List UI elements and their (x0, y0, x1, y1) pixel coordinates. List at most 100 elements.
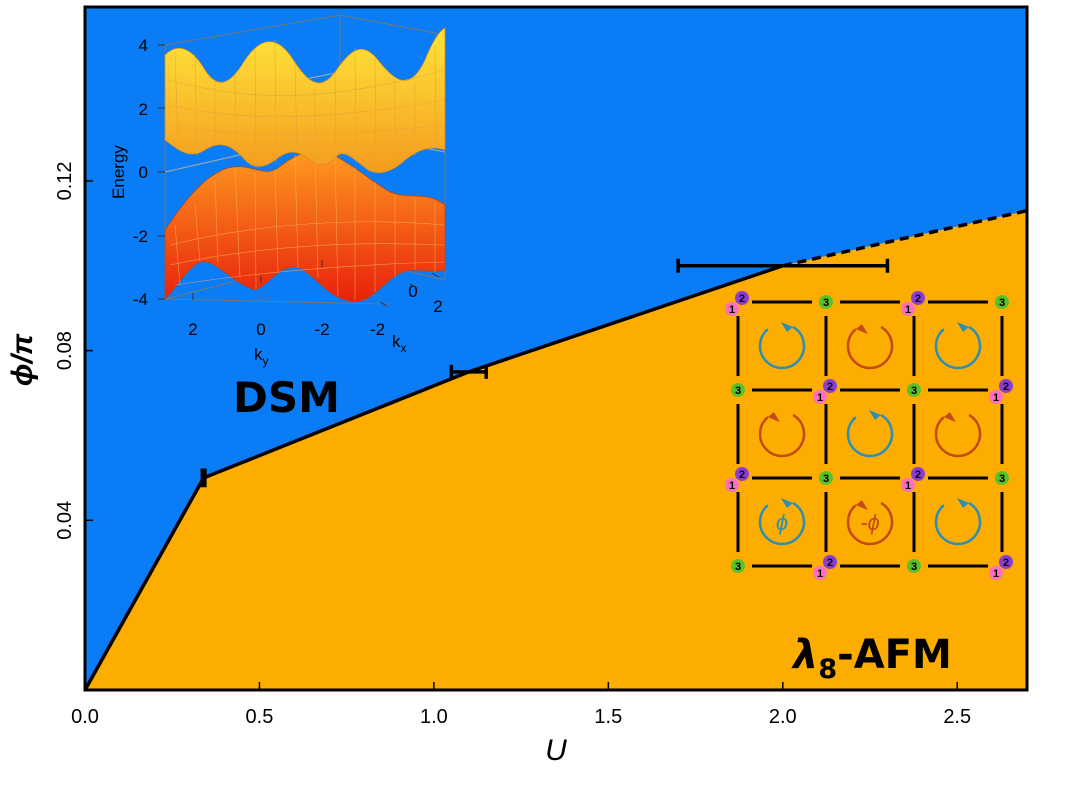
site-1: 1 (901, 302, 915, 316)
svg-text:1: 1 (729, 480, 735, 492)
y-axis-ticks: 0.04 0.08 0.12 (54, 161, 93, 540)
lattice-bonds (736, 300, 1004, 568)
x-tick-label: 2.5 (943, 706, 971, 728)
site-3: 3 (731, 383, 745, 397)
svg-text:2: 2 (915, 293, 921, 305)
svg-text:3: 3 (999, 473, 1005, 485)
site-2: 2 (735, 291, 749, 305)
x-tick-label: 0.0 (71, 706, 99, 728)
kx-axis-label: kx (392, 332, 407, 355)
site-2: 2 (999, 555, 1013, 569)
flux-minus-circulation: -ϕ (846, 500, 894, 546)
flux-label: -ϕ (860, 510, 880, 535)
site-1: 1 (725, 302, 739, 316)
site-1: 1 (813, 566, 827, 580)
energy-tick-m4: -4 (133, 290, 148, 309)
lower-band-mesh (169, 147, 446, 300)
y-tick-label: 0.08 (54, 331, 76, 370)
svg-text:1: 1 (905, 304, 911, 316)
svg-text:1: 1 (993, 568, 999, 580)
afm-label: λ8-AFM (791, 632, 952, 685)
flux-plus-circulation: ϕ (758, 497, 806, 546)
svg-text:3: 3 (735, 385, 741, 397)
error-bars (200, 258, 890, 488)
x-tick-label: 1.0 (420, 706, 448, 728)
energy-tick-2: 2 (139, 100, 148, 119)
y-tick-label: 0.12 (54, 161, 76, 200)
flux-minus-circulation (934, 412, 982, 458)
svg-text:2: 2 (1003, 557, 1009, 569)
svg-text:2: 2 (915, 469, 921, 481)
site-2: 2 (911, 467, 925, 481)
site-1: 1 (989, 390, 1003, 404)
x-tick-label: 2.0 (769, 706, 797, 728)
upper-band-mesh (167, 39, 446, 173)
energy-tick-0: 0 (139, 163, 148, 182)
site-2: 2 (911, 291, 925, 305)
site-1: 1 (901, 478, 915, 492)
energy-axis-label: Energy (109, 145, 128, 199)
ky-tick-2: 2 (188, 320, 197, 339)
svg-text:2: 2 (739, 293, 745, 305)
site-3: 3 (907, 383, 921, 397)
error-bar (676, 258, 890, 273)
error-bar (200, 468, 207, 488)
y-tick-label: 0.04 (54, 501, 76, 540)
afm-region (85, 210, 1027, 690)
plot-frame (83, 5, 1029, 692)
flux-minus-circulation (758, 412, 806, 458)
x-axis-ticks: 0.0 0.5 1.0 1.5 2.0 2.5 (71, 682, 971, 728)
afm-label-tail: -AFM (837, 632, 952, 678)
energy-tick-m2: -2 (133, 227, 148, 246)
svg-text:1: 1 (993, 392, 999, 404)
dsm-label: DSM (233, 373, 340, 422)
kx-tick-0: 0 (408, 282, 417, 301)
band-structure-inset: 4 2 0 -2 -4 Energy 2 0 -2 ky -2 0 2 kx (109, 14, 446, 368)
site-3: 3 (995, 471, 1009, 485)
kx-tick-m2: -2 (370, 320, 385, 339)
error-bar (449, 364, 488, 379)
kx-tick-2: 2 (433, 297, 442, 316)
svg-text:1: 1 (905, 480, 911, 492)
phase-boundary-extrapolated-line (782, 208, 1028, 268)
flux-plus-circulation (846, 409, 894, 458)
afm-label-lambda: λ (791, 632, 818, 678)
svg-text:3: 3 (999, 297, 1005, 309)
site-2: 2 (823, 379, 837, 393)
site-2: 2 (999, 379, 1013, 393)
ky-tick-0: 0 (256, 320, 265, 339)
y-axis-label: ϕ/π (6, 333, 39, 386)
ky-tick-m2: -2 (314, 320, 329, 339)
x-tick-label: 0.5 (246, 706, 274, 728)
svg-text:2: 2 (739, 469, 745, 481)
flux-plus-circulation (934, 321, 982, 370)
svg-text:1: 1 (729, 304, 735, 316)
svg-text:2: 2 (827, 557, 833, 569)
site-3: 3 (907, 559, 921, 573)
x-axis-label: U (545, 734, 567, 767)
flux-minus-circulation (846, 324, 894, 370)
flux-label: ϕ (776, 510, 788, 535)
site-3: 3 (819, 471, 833, 485)
svg-text:3: 3 (823, 297, 829, 309)
site-1: 1 (989, 566, 1003, 580)
site-2: 2 (823, 555, 837, 569)
svg-text:3: 3 (735, 561, 741, 573)
site-3: 3 (819, 295, 833, 309)
svg-text:1: 1 (817, 392, 823, 404)
afm-label-subscript: 8 (818, 654, 837, 685)
flux-plus-circulation (758, 321, 806, 370)
site-1: 1 (813, 390, 827, 404)
svg-text:3: 3 (823, 473, 829, 485)
flux-plus-circulation (934, 497, 982, 546)
svg-text:2: 2 (1003, 381, 1009, 393)
site-2: 2 (735, 467, 749, 481)
x-tick-label: 1.5 (594, 706, 622, 728)
phase-boundary-line (83, 264, 784, 691)
ky-axis-label: ky (254, 345, 269, 368)
site-3: 3 (995, 295, 1009, 309)
site-3: 3 (731, 559, 745, 573)
svg-text:3: 3 (911, 385, 917, 397)
